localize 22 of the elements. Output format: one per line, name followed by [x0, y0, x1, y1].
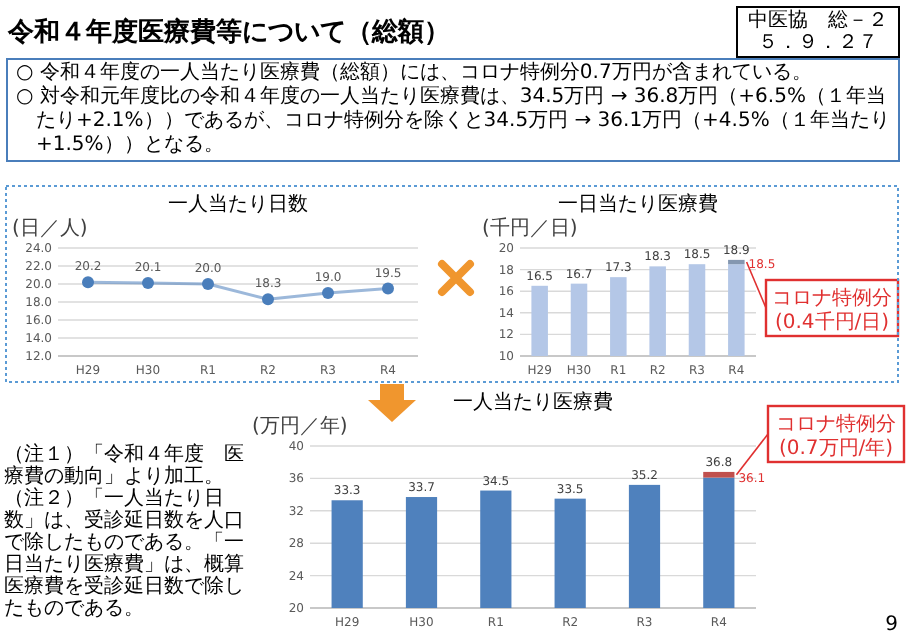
text: 中医協 総－２: [746, 10, 890, 32]
chart-title: 一日当たり医療費: [558, 192, 718, 216]
text: ○ 令和４年度の一人当たり医療費（総額）には、コロナ特例分0.7万円が含まれている。: [16, 62, 814, 85]
text: （注１）「令和４年度 医療費の動向」より加工。: [4, 444, 246, 488]
point: [202, 278, 214, 290]
text: ○ 対令和元年度比の令和４年度の一人当たり医療費は、34.5万円 → 36.8万円（+6.5%（１年当たり+2.1%））であるが、コロナ特例分を除くと34.5万円 → 36.1万円（+4.5%（１年当たり+1.5%））となる。: [16, 86, 890, 158]
y-axis-title: (千円／日): [482, 216, 578, 240]
text: ５．９．２７: [756, 32, 880, 54]
point: [82, 276, 94, 289]
annotation: コロナ特例分 (0.7万円/年): [776, 412, 896, 460]
text: 9: [885, 614, 898, 636]
chart-title: 一人当たり医療費: [453, 390, 613, 414]
point: [142, 277, 154, 290]
point: [322, 287, 334, 299]
annotation: コロナ特例分 (0.4千円/日): [772, 286, 892, 334]
y-axis-title: (日／人): [12, 218, 88, 240]
point: [262, 293, 274, 306]
chart-title: 一人当たり日数: [168, 192, 308, 216]
text: 令和４年度医療費等について（総額）: [8, 15, 450, 50]
point: [382, 282, 394, 295]
text: （注２）「一人当たり日数」は、受診延日数を人口で除したものである。「一日当たり医療費」は、概算医療費を受診延日数で除したものである。: [4, 488, 246, 620]
y-axis-title: (万円／年): [252, 414, 348, 438]
